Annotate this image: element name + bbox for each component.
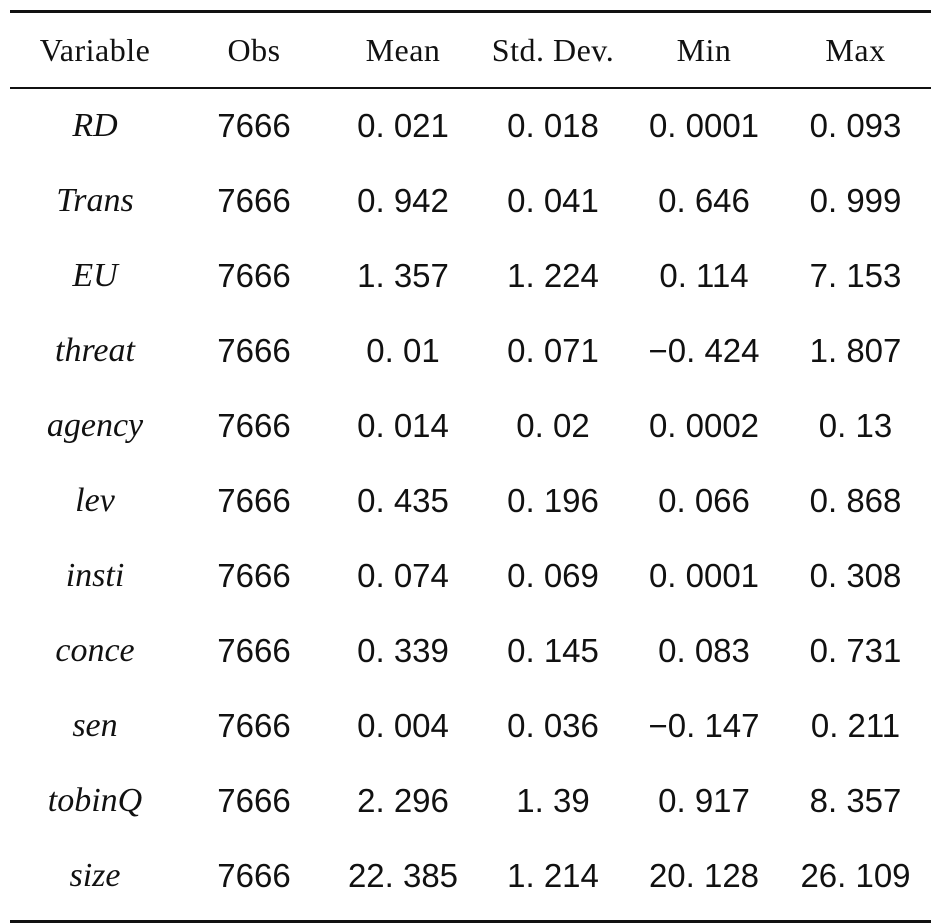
table-row: insti 7666 0. 074 0. 069 0. 0001 0. 308 — [10, 539, 931, 614]
cell-max: 7. 153 — [809, 257, 902, 294]
cell-std-dev: 1. 214 — [507, 857, 599, 894]
cell-variable: size — [69, 857, 121, 894]
table-row: size 7666 22. 385 1. 214 20. 128 26. 109 — [10, 839, 931, 914]
cell-min: 0. 917 — [658, 782, 750, 819]
cell-mean: 0. 01 — [366, 332, 440, 369]
cell-min: −0. 147 — [648, 707, 760, 744]
header-mean: Mean — [365, 31, 441, 68]
cell-min: 0. 0001 — [648, 107, 760, 144]
table-row: EU 7666 1. 357 1. 224 0. 114 7. 153 — [10, 239, 931, 314]
cell-mean: 0. 021 — [357, 107, 449, 144]
cell-max: 0. 308 — [809, 557, 902, 594]
cell-obs: 7666 — [217, 557, 291, 594]
cell-mean: 0. 942 — [357, 182, 449, 219]
table-row: threat 7666 0. 01 0. 071 −0. 424 1. 807 — [10, 314, 931, 389]
cell-mean: 2. 296 — [357, 782, 449, 819]
cell-obs: 7666 — [217, 482, 291, 519]
cell-std-dev: 0. 071 — [507, 332, 599, 369]
table-row: conce 7666 0. 339 0. 145 0. 083 0. 731 — [10, 614, 931, 689]
cell-obs: 7666 — [217, 182, 291, 219]
cell-obs: 7666 — [217, 707, 291, 744]
cell-max: 0. 999 — [809, 182, 902, 219]
cell-min: 0. 114 — [659, 257, 749, 294]
cell-min: 0. 066 — [658, 482, 750, 519]
header-min: Min — [676, 31, 732, 68]
cell-std-dev: 0. 196 — [507, 482, 599, 519]
statistics-table: Variable Obs Mean Std. Dev. Min Max — [10, 13, 931, 87]
cell-std-dev: 0. 069 — [507, 557, 599, 594]
cell-variable: agency — [46, 407, 144, 444]
cell-variable: RD — [72, 107, 118, 144]
cell-mean: 0. 004 — [357, 707, 449, 744]
cell-std-dev: 1. 39 — [516, 782, 590, 819]
cell-obs: 7666 — [217, 332, 291, 369]
cell-max: 0. 868 — [809, 482, 902, 519]
header-variable: Variable — [39, 31, 151, 68]
table-row: tobinQ 7666 2. 296 1. 39 0. 917 8. 357 — [10, 764, 931, 839]
cell-obs: 7666 — [217, 257, 291, 294]
cell-max: 26. 109 — [800, 857, 911, 894]
cell-obs: 7666 — [217, 857, 291, 894]
descriptive-statistics-table: Variable Obs Mean Std. Dev. Min Max RD 76… — [10, 10, 931, 923]
cell-min: 0. 646 — [658, 182, 750, 219]
cell-variable: conce — [55, 632, 135, 669]
cell-variable: sen — [72, 707, 118, 744]
cell-mean: 0. 339 — [357, 632, 449, 669]
cell-variable: EU — [72, 257, 118, 294]
cell-max: 8. 357 — [809, 782, 902, 819]
cell-variable: tobinQ — [47, 782, 143, 819]
cell-min: 0. 0002 — [648, 407, 760, 444]
header-obs: Obs — [227, 31, 281, 68]
cell-std-dev: 0. 041 — [507, 182, 599, 219]
table-row: sen 7666 0. 004 0. 036 −0. 147 0. 211 — [10, 689, 931, 764]
cell-min: −0. 424 — [648, 332, 760, 369]
cell-std-dev: 0. 036 — [507, 707, 599, 744]
top-rule — [10, 10, 931, 13]
cell-max: 0. 731 — [809, 632, 902, 669]
cell-max: 0. 211 — [810, 707, 901, 744]
table-row: RD 7666 0. 021 0. 018 0. 0001 0. 093 — [10, 89, 931, 164]
cell-variable: insti — [65, 557, 125, 594]
cell-max: 0. 093 — [809, 107, 902, 144]
cell-min: 0. 083 — [658, 632, 750, 669]
table-row: agency 7666 0. 014 0. 02 0. 0002 0. 13 — [10, 389, 931, 464]
cell-mean: 22. 385 — [347, 857, 459, 894]
table-row: Trans 7666 0. 942 0. 041 0. 646 0. 999 — [10, 164, 931, 239]
cell-std-dev: 0. 018 — [507, 107, 599, 144]
cell-obs: 7666 — [217, 107, 291, 144]
header-std-dev: Std. Dev. — [491, 31, 615, 68]
cell-obs: 7666 — [217, 782, 291, 819]
cell-mean: 0. 014 — [357, 407, 449, 444]
cell-mean: 0. 074 — [357, 557, 449, 594]
bottom-rule — [10, 919, 931, 923]
header-rule — [10, 87, 931, 89]
cell-std-dev: 0. 02 — [516, 407, 590, 444]
cell-min: 20. 128 — [648, 857, 760, 894]
cell-min: 0. 0001 — [648, 557, 760, 594]
header-max: Max — [825, 31, 886, 68]
cell-mean: 0. 435 — [357, 482, 449, 519]
statistics-table-body: RD 7666 0. 021 0. 018 0. 0001 0. 093 Trans 7666… — [10, 89, 931, 914]
cell-variable: Trans — [56, 182, 134, 219]
table-row: lev 7666 0. 435 0. 196 0. 066 0. 868 — [10, 464, 931, 539]
cell-obs: 7666 — [217, 407, 291, 444]
cell-max: 0. 13 — [818, 407, 893, 444]
cell-variable: lev — [75, 482, 115, 519]
cell-std-dev: 1. 224 — [507, 257, 599, 294]
cell-mean: 1. 357 — [357, 257, 449, 294]
header-row: Variable Obs Mean Std. Dev. Min Max — [10, 13, 931, 87]
cell-max: 1. 807 — [809, 332, 902, 369]
cell-variable: threat — [55, 332, 135, 369]
cell-obs: 7666 — [217, 632, 291, 669]
cell-std-dev: 0. 145 — [507, 632, 599, 669]
